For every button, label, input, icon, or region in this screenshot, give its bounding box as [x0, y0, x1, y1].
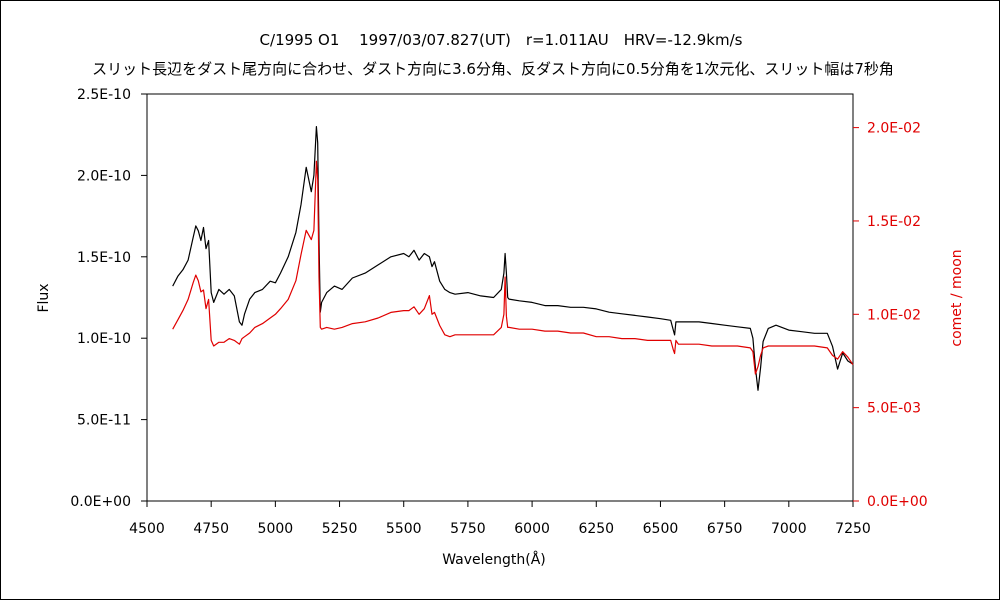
- x-tick-label: 6500: [643, 521, 679, 537]
- y-axis-left-label: Flux: [36, 283, 52, 312]
- x-tick-label: 6250: [578, 521, 614, 537]
- x-axis-ticks: 4500 4750 5000 5250 5500 5750 6000 6250 6500 6750…: [129, 501, 871, 537]
- flux-series-line: [172, 125, 854, 391]
- x-tick-label: 6750: [707, 521, 743, 537]
- chart-title-line1: C/1995 O1 1997/03/07.827(UT) r=1.011AU H…: [260, 31, 743, 49]
- y-axis-left-ticks: 0.0E+00 5.0E-11 1.0E-10 1.5E-10 2.0E-10 2.5E-…: [70, 87, 147, 510]
- x-tick-label: 5500: [386, 521, 422, 537]
- x-tick-label: 5750: [450, 521, 486, 537]
- y-left-tick-label: 2.0E-10: [77, 168, 131, 184]
- y-left-tick-label: 5.0E-11: [77, 413, 131, 429]
- y-right-tick-label: 5.0E-03: [867, 401, 921, 417]
- series-group: [172, 125, 854, 391]
- y-left-tick-label: 0.0E+00: [70, 494, 131, 510]
- chart-title-line2: スリット長辺をダスト尾方向に合わせ、ダスト方向に3.6分角、反ダスト方向に0.5…: [92, 60, 894, 78]
- y-right-tick-label: 1.5E-02: [867, 214, 921, 230]
- y-axis-right-ticks: 0.0E+00 5.0E-03 1.0E-02 1.5E-02 2.0E-02: [853, 121, 928, 510]
- x-tick-label: 7000: [771, 521, 807, 537]
- y-axis-right-label: comet / moon: [949, 249, 965, 346]
- y-right-tick-label: 2.0E-02: [867, 121, 921, 137]
- x-tick-label: 7250: [835, 521, 871, 537]
- x-axis-label: Wavelength(Å): [442, 551, 546, 568]
- y-right-tick-label: 0.0E+00: [867, 494, 928, 510]
- x-tick-label: 4500: [129, 521, 165, 537]
- ratio-series-line: [172, 160, 854, 375]
- x-tick-label: 5250: [322, 521, 358, 537]
- y-left-tick-label: 1.5E-10: [77, 250, 131, 266]
- x-tick-label: 4750: [193, 521, 229, 537]
- x-tick-label: 5000: [258, 521, 294, 537]
- x-tick-label: 6000: [514, 521, 550, 537]
- y-left-tick-label: 2.5E-10: [77, 87, 131, 103]
- y-right-tick-label: 1.0E-02: [867, 307, 921, 323]
- plot-area: [146, 93, 854, 502]
- y-left-tick-label: 1.0E-10: [77, 331, 131, 347]
